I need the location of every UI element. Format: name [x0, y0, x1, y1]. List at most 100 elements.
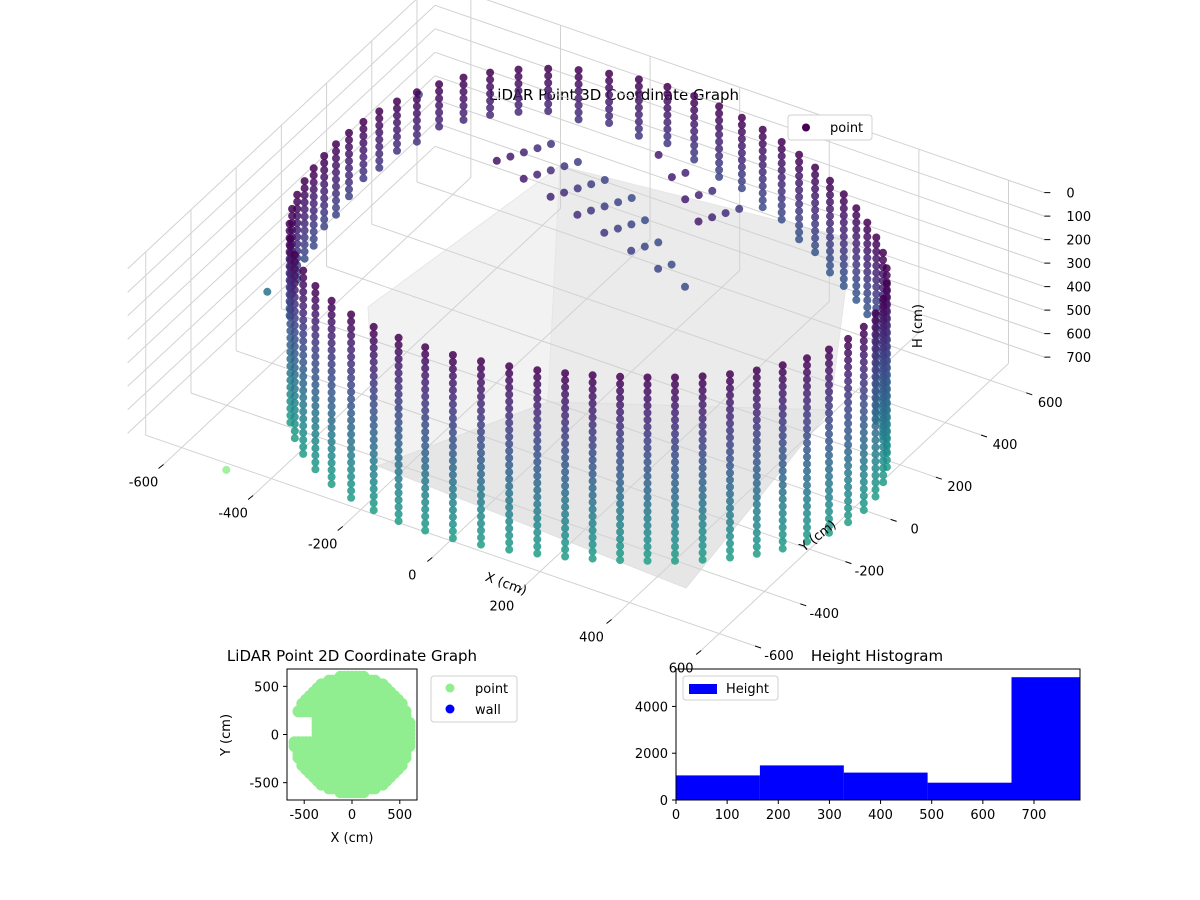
point-3d [778, 403, 787, 412]
point-3d [839, 246, 848, 255]
point-3d [345, 150, 353, 158]
point-3d [290, 349, 299, 358]
point-3d [309, 164, 318, 173]
point-3d [778, 445, 787, 454]
point-3d [299, 330, 308, 339]
y-tick-label-3d: 400 [993, 438, 1018, 453]
point-3d [859, 442, 868, 451]
point-3d [634, 82, 643, 91]
point-3d [544, 71, 553, 80]
point-3d [839, 282, 848, 290]
point-3d [435, 87, 444, 96]
y-tick-3d [890, 518, 897, 522]
point-3d [448, 513, 457, 522]
point-3d [327, 317, 336, 326]
point-3d [690, 134, 699, 143]
point-3d [369, 372, 378, 381]
point-3d [332, 154, 340, 163]
point-3d [634, 124, 643, 133]
point-3d [616, 443, 625, 452]
point-3d [872, 247, 881, 256]
z-tick-label-3d: 200 [1066, 234, 1091, 249]
point-3d [359, 167, 368, 176]
point-3d [726, 426, 734, 435]
grid-line-floor-y [416, 181, 1027, 394]
point-3d [643, 415, 652, 424]
point-3d [667, 173, 676, 182]
point-3d [752, 535, 761, 544]
point-3d [311, 444, 320, 453]
point-3d [803, 530, 811, 539]
point-3d [332, 140, 340, 149]
point-3d [309, 171, 318, 180]
point-3d [690, 106, 699, 115]
point-3d [844, 349, 853, 357]
point-3d [671, 380, 679, 389]
point-3d [859, 393, 868, 402]
point-3d [421, 399, 430, 408]
point-3d [616, 513, 625, 522]
point-3d [879, 407, 888, 416]
point-3d [698, 478, 707, 487]
point-3d [795, 235, 804, 244]
point-3d [290, 293, 299, 302]
point-3d [435, 101, 444, 110]
point-3d [627, 220, 636, 229]
point-3d [327, 310, 336, 319]
point-3d [309, 213, 318, 222]
point-3d [698, 541, 707, 550]
point-3d [327, 458, 336, 467]
point-3d [311, 437, 320, 446]
point-3d [616, 549, 625, 558]
point-3d [671, 387, 679, 396]
point-3d [359, 132, 368, 140]
point-3d [879, 393, 888, 402]
point-3d [320, 201, 329, 210]
point-3d [332, 182, 340, 191]
point-3d [852, 295, 861, 304]
legend-3d: point [787, 114, 873, 141]
point-3d [803, 368, 811, 377]
point-3d [588, 399, 597, 408]
point-3d [290, 257, 299, 266]
point-3d [616, 535, 625, 543]
x-axis-label-3d: X (cm) [483, 570, 529, 599]
point-3d [872, 240, 881, 249]
point-3d [872, 233, 881, 242]
x-tick-label-3d: -600 [129, 475, 159, 490]
x-tick-label-2d: 500 [387, 808, 412, 823]
x-tick-3d [606, 619, 612, 624]
point-3d [803, 460, 811, 468]
point-3d [311, 345, 320, 354]
point-3d [616, 556, 625, 565]
point-3d [778, 410, 787, 419]
point-3d [777, 194, 786, 203]
point-3d [394, 481, 403, 490]
point-3d [477, 392, 485, 401]
point-3d [533, 373, 542, 382]
point-3d [616, 520, 625, 529]
point-3d [844, 454, 853, 463]
point-3d [477, 505, 485, 514]
point-3d [777, 145, 786, 154]
point-3d [574, 66, 583, 75]
point-3d [871, 450, 880, 459]
point-3d [393, 104, 401, 113]
point-3d [752, 486, 761, 495]
point-3d [222, 465, 231, 474]
point-3d [375, 149, 384, 158]
point-3d [839, 225, 848, 234]
point-3d [803, 354, 811, 363]
legend-marker-wall-2d [445, 704, 455, 714]
point-3d [311, 401, 320, 410]
point-3d [477, 526, 485, 535]
point-3d [477, 357, 485, 366]
point-3d [477, 477, 485, 486]
point-3d [616, 457, 625, 466]
x-tick-label-3d: 200 [490, 599, 515, 614]
point-3d [505, 390, 514, 399]
point-3d [369, 414, 378, 423]
point-3d [369, 386, 378, 395]
point-3d [459, 101, 468, 110]
point-3d [421, 392, 430, 401]
